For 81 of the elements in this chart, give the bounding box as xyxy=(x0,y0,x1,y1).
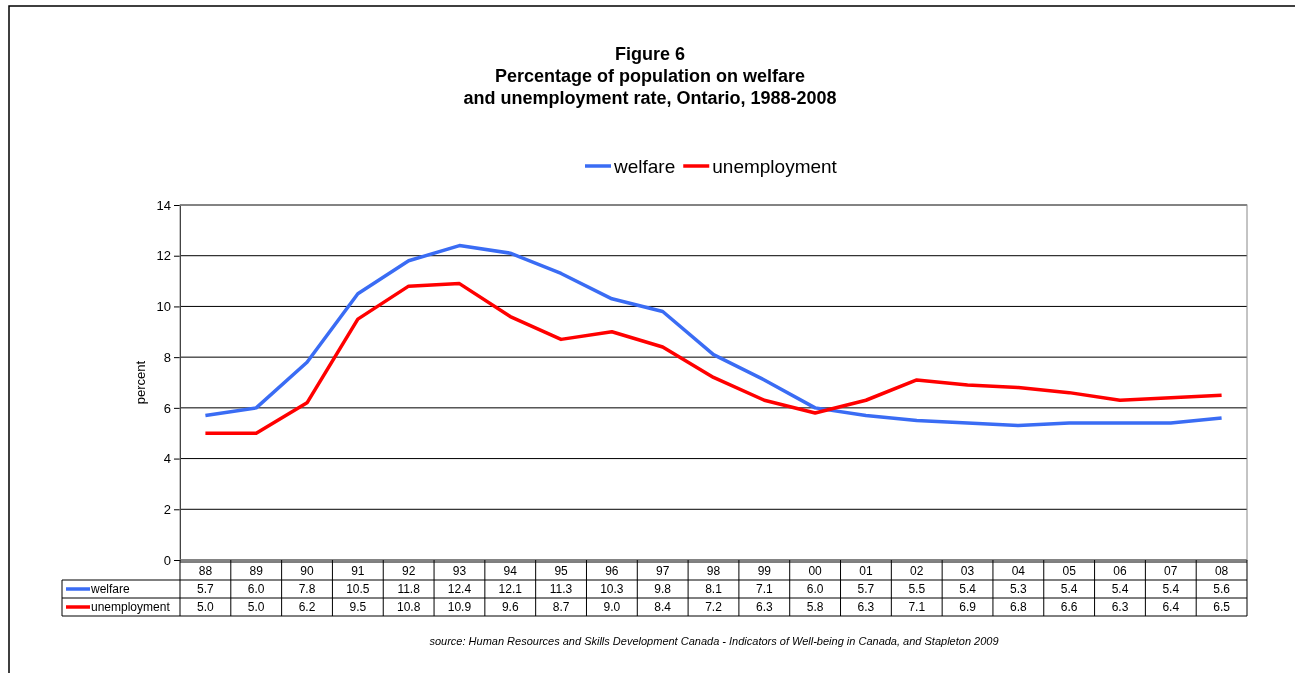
data-label: 10.8 xyxy=(396,600,421,614)
data-label: 10.3 xyxy=(600,582,624,596)
data-label: 6.3 xyxy=(755,600,773,614)
data-label: 6.2 xyxy=(298,600,316,614)
x-tick-label: 05 xyxy=(1062,564,1077,578)
data-label: 7.8 xyxy=(298,582,316,596)
data-label: 8.1 xyxy=(705,582,723,596)
y-axis-title: percent xyxy=(133,360,148,405)
x-tick-label: 91 xyxy=(351,564,365,578)
line-series xyxy=(203,281,1224,435)
legend-label: welfare xyxy=(613,156,676,177)
y-tick-label: 0 xyxy=(163,552,171,568)
x-tick-label: 99 xyxy=(757,564,772,578)
data-label: 5.3 xyxy=(1010,582,1028,596)
y-tick-label: 4 xyxy=(163,451,171,467)
data-label: 8.7 xyxy=(552,600,570,614)
data-label: 9.0 xyxy=(603,600,621,614)
x-tick-label: 02 xyxy=(910,564,924,578)
data-label: 8.4 xyxy=(654,600,672,614)
data-label: 10.5 xyxy=(346,582,370,596)
data-label: 7.2 xyxy=(705,600,723,614)
data-label: 10.9 xyxy=(447,600,472,614)
data-label: 5.4 xyxy=(1162,582,1180,596)
data-label: 5.4 xyxy=(959,582,977,596)
data-label: 6.3 xyxy=(1111,600,1129,614)
y-tick-label: 8 xyxy=(163,349,171,365)
data-label: 6.9 xyxy=(959,600,977,614)
x-tick-label: 00 xyxy=(808,564,823,578)
data-label: 5.7 xyxy=(197,582,215,596)
data-label: 7.1 xyxy=(755,582,773,596)
legend-label: unemployment xyxy=(712,156,838,177)
data-label: 9.8 xyxy=(654,582,672,596)
data-label: 5.5 xyxy=(908,582,926,596)
data-label: 6.4 xyxy=(1162,600,1180,614)
data-label: 6.0 xyxy=(806,582,824,596)
data-label: 12.1 xyxy=(498,582,523,596)
y-tick-label: 14 xyxy=(156,197,171,213)
x-tick-label: 88 xyxy=(198,564,213,578)
x-tick-label: 94 xyxy=(503,564,518,578)
data-label: 5.7 xyxy=(857,582,875,596)
x-tick-label: 98 xyxy=(706,564,721,578)
text: welfare xyxy=(91,582,130,596)
y-tick-label: 12 xyxy=(156,248,171,264)
x-tick-label: 92 xyxy=(401,564,416,578)
x-tick-label: 08 xyxy=(1214,564,1229,578)
x-tick-label: 89 xyxy=(249,564,264,578)
x-tick-label: 95 xyxy=(554,564,569,578)
chart-title: Figure 6 xyxy=(614,44,686,64)
data-label: 5.6 xyxy=(1213,582,1231,596)
data-label: 6.0 xyxy=(247,582,265,596)
data-label: 5.4 xyxy=(1111,582,1129,596)
x-tick-label: 07 xyxy=(1164,564,1178,578)
source-note: source: Human Resources and Skills Development Canada - Indicators of Well-being in Canada, and Stapleton 2009 xyxy=(429,635,999,647)
data-label: 5.0 xyxy=(197,600,215,614)
x-tick-label: 93 xyxy=(452,564,467,578)
x-tick-label: 96 xyxy=(605,564,619,578)
y-tick-label: 6 xyxy=(163,400,171,416)
chart-subtitle: Percentage of population on welfare and unemployment rate, Ontario, 1988-2008 xyxy=(463,66,837,108)
data-label: 9.5 xyxy=(349,600,367,614)
data-label: 9.6 xyxy=(501,600,519,614)
line-series xyxy=(203,243,1224,428)
data-label: 11.8 xyxy=(397,582,421,596)
data-label: 6.6 xyxy=(1060,600,1078,614)
data-label: 6.3 xyxy=(857,600,875,614)
x-tick-label: 06 xyxy=(1113,564,1127,578)
data-label: 5.8 xyxy=(806,600,824,614)
text: unemployment xyxy=(91,600,170,614)
data-label: 12.4 xyxy=(447,582,472,596)
x-tick-label: 03 xyxy=(960,564,975,578)
data-label: 5.4 xyxy=(1060,582,1078,596)
x-tick-label: 01 xyxy=(859,564,873,578)
x-tick-label: 97 xyxy=(656,564,670,578)
x-tick-label: 90 xyxy=(300,564,315,578)
y-tick-label: 2 xyxy=(163,501,171,517)
data-label: 6.8 xyxy=(1010,600,1028,614)
x-tick-label: 04 xyxy=(1011,564,1026,578)
y-tick-label: 10 xyxy=(156,299,171,315)
data-label: 11.3 xyxy=(549,582,573,596)
data-label: 7.1 xyxy=(908,600,926,614)
data-label: 6.5 xyxy=(1213,600,1231,614)
data-label: 5.0 xyxy=(247,600,265,614)
